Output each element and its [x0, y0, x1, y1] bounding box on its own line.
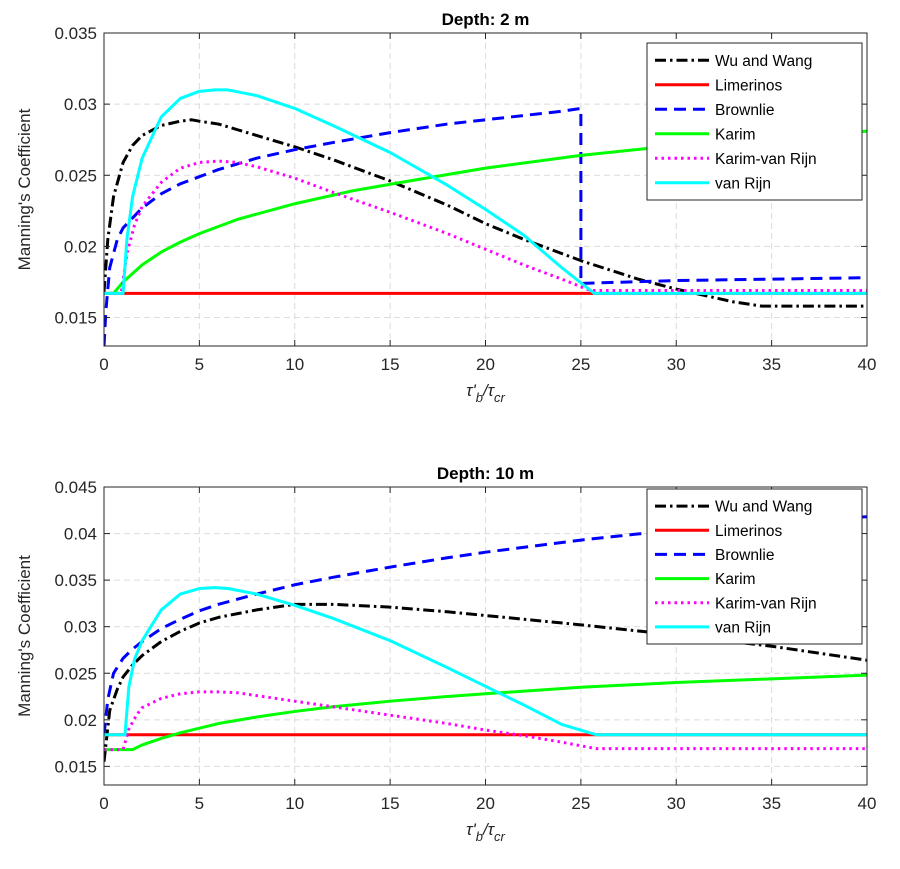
legend-entry-label: Wu and Wang [715, 499, 812, 516]
legend: Wu and Wang Limerinos Brownlie Karim Karim-v… [646, 42, 863, 201]
y-tick-label: 0.03 [64, 95, 97, 114]
series-line-wu-and-wang [104, 118, 867, 308]
legend: Wu and Wang Limerinos Brownlie Karim Karim-v… [646, 488, 863, 645]
x-tick-label: 30 [667, 355, 686, 374]
x-axis-label-sub: cr [494, 829, 506, 844]
x-tick-label: 10 [285, 794, 304, 813]
x-tick-label: 5 [195, 794, 204, 813]
x-tick-label: 35 [762, 355, 781, 374]
x-tick-label: 0 [99, 355, 108, 374]
y-axis-label: Manning's Coefficient [15, 108, 34, 270]
legend-entry-label: Karim [715, 126, 755, 143]
legend-entry-label: Karim-van Rijn [715, 151, 817, 168]
chart-panel-2: 0 5 10 15 20 25 30 35 40 0.015 0.02 0.025 0.03 0.035 0… [15, 464, 876, 844]
legend-entry-label: van Rijn [715, 175, 771, 192]
series-line-karim [104, 673, 867, 752]
y-tick-label: 0.015 [54, 757, 97, 776]
x-axis-label-main: τ' [466, 381, 476, 400]
x-axis-label-mid: /τ [482, 381, 496, 400]
x-tick-label: 15 [381, 794, 400, 813]
x-axis-label-main: τ' [466, 820, 476, 839]
legend-entry-label: Brownlie [715, 547, 774, 564]
x-tick-label: 20 [476, 355, 495, 374]
x-axis-label-sub: cr [494, 390, 506, 405]
chart-panel-1: 0 5 10 15 20 25 30 35 40 0.015 0.02 0.025 0.03 0.035 D… [15, 10, 876, 405]
chart-title: Depth: 10 m [437, 464, 534, 483]
series-line-karim-van-rijn [104, 690, 867, 752]
series-line-karim-van-rijn [104, 159, 867, 295]
x-tick-label: 30 [667, 794, 686, 813]
series-group [104, 88, 867, 346]
x-axis-label: τ'b/τcr [466, 820, 505, 844]
y-tick-label: 0.04 [64, 525, 97, 544]
x-axis-label: τ'b/τcr [466, 381, 505, 405]
y-axis-label: Manning's Coefficient [15, 555, 34, 717]
legend-box [646, 42, 863, 201]
y-tick-label: 0.025 [54, 166, 97, 185]
x-tick-label: 40 [858, 794, 877, 813]
legend-entry-label: Limerinos [715, 523, 782, 540]
x-tick-label: 40 [858, 355, 877, 374]
legend-entry-label: Brownlie [715, 102, 774, 119]
y-tick-label: 0.045 [54, 478, 97, 497]
legend-entry-label: Karim [715, 571, 755, 588]
x-axis-label-sub: b [476, 829, 483, 844]
x-tick-label: 0 [99, 794, 108, 813]
y-tick-label: 0.035 [54, 571, 97, 590]
x-tick-label: 20 [476, 794, 495, 813]
series-line-van-rijn [104, 586, 867, 737]
legend-entry-label: Limerinos [715, 77, 782, 94]
legend-box [646, 488, 863, 645]
legend-entry-label: Karim-van Rijn [715, 595, 817, 612]
x-axis-label-sub: b [476, 390, 483, 405]
series-line-van-rijn [104, 88, 867, 295]
legend-entry-label: van Rijn [715, 619, 771, 636]
series-line-wu-and-wang [104, 602, 867, 762]
y-tick-label: 0.03 [64, 618, 97, 637]
x-tick-label: 15 [381, 355, 400, 374]
x-axis-label-mid: /τ [482, 820, 496, 839]
y-tick-label: 0.02 [64, 237, 97, 256]
x-tick-label: 10 [285, 355, 304, 374]
x-tick-label: 25 [571, 355, 590, 374]
y-tick-label: 0.025 [54, 664, 97, 683]
legend-entry-label: Wu and Wang [715, 53, 812, 70]
y-tick-label: 0.035 [54, 24, 97, 43]
y-tick-label: 0.02 [64, 711, 97, 730]
y-tick-label: 0.015 [54, 309, 97, 328]
chart-title: Depth: 2 m [442, 10, 530, 29]
x-tick-label: 35 [762, 794, 781, 813]
series-group [104, 515, 867, 762]
x-tick-label: 5 [195, 355, 204, 374]
x-tick-label: 25 [571, 794, 590, 813]
series-line-brownlie [104, 106, 867, 346]
series-line-karim [104, 129, 867, 295]
